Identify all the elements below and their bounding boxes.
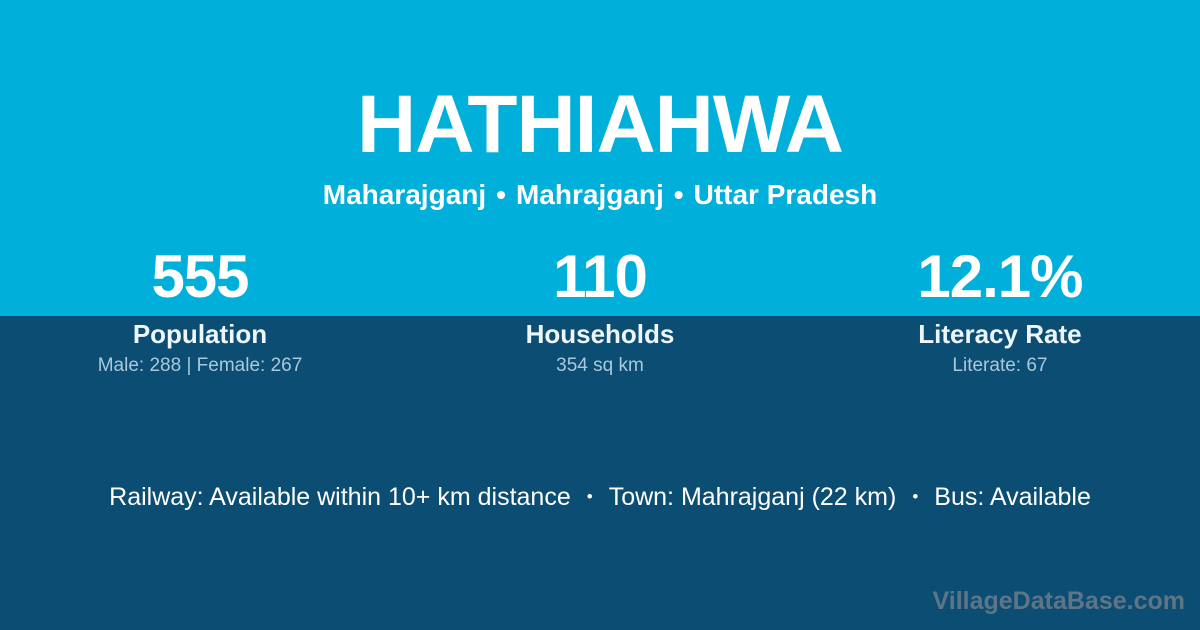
literacy-label: Literacy Rate xyxy=(918,319,1082,349)
tehsil-name: Mahrajganj xyxy=(515,179,664,210)
stats-row: 555 Population Male: 288 | Female: 267 1… xyxy=(0,244,1200,378)
separator-dot: • xyxy=(496,179,506,210)
location-breadcrumb: Maharajganj • Mahrajganj • Uttar Pradesh xyxy=(0,178,1200,212)
stat-households: 110 Households 354 sq km xyxy=(400,244,800,378)
population-value: 555 xyxy=(151,243,249,310)
header-background xyxy=(0,0,1200,316)
bus-info: Bus: Available xyxy=(934,483,1091,511)
facilities-summary: Railway: Available within 10+ km distanc… xyxy=(0,482,1200,512)
stat-population: 555 Population Male: 288 | Female: 267 xyxy=(0,244,400,378)
stat-literacy: 12.1% Literacy Rate Literate: 67 xyxy=(800,244,1200,378)
separator-dot: • xyxy=(912,487,919,506)
separator-dot: • xyxy=(586,487,593,506)
district-name: Maharajganj xyxy=(322,179,487,210)
separator-dot: • xyxy=(673,179,684,210)
state-name: Uttar Pradesh xyxy=(693,179,878,210)
watermark-text: VillageDataBase.com xyxy=(932,587,1185,615)
literacy-detail: Literate: 67 xyxy=(952,355,1048,376)
households-value: 110 xyxy=(553,243,648,310)
town-info: Town: Mahrajganj (22 km) xyxy=(608,483,897,511)
households-detail: 354 sq km xyxy=(556,355,644,376)
literacy-value: 12.1% xyxy=(917,243,1083,310)
population-label: Population xyxy=(132,319,268,349)
village-title: HATHIAHWA xyxy=(357,79,844,170)
population-detail: Male: 288 | Female: 267 xyxy=(97,355,303,376)
households-label: Households xyxy=(525,319,675,349)
railway-info: Railway: Available within 10+ km distanc… xyxy=(109,483,571,511)
